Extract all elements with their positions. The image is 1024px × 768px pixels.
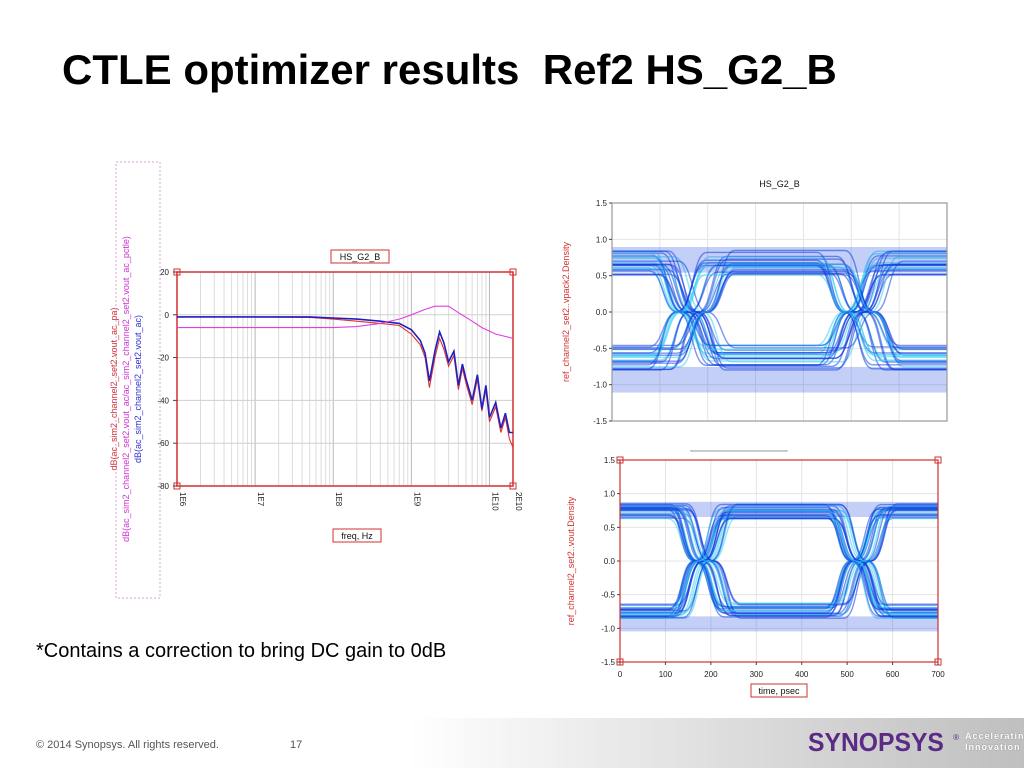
frame-corner-handle (509, 482, 517, 490)
title-box (690, 450, 788, 452)
x-tick-label: 200 (704, 670, 718, 679)
level-band (612, 247, 947, 273)
y-tick-label: -40 (157, 396, 169, 405)
y-label-frame (115, 161, 161, 599)
slide-title: CTLE optimizer results Ref2 HS_G2_B (62, 46, 837, 93)
y-tick-label: 0.5 (596, 272, 608, 281)
series-line (177, 305, 514, 339)
x-tick-label: 400 (795, 670, 809, 679)
x-tick-label: 1E9 (412, 492, 421, 507)
copyright-text: © 2014 Synopsys. All rights reserved. (36, 739, 219, 751)
chart-title: HS_G2_B (759, 179, 800, 189)
plot-area (176, 271, 514, 487)
logo-wordmark: SYNOPSYS (808, 726, 944, 757)
x-axis-label: freq, Hz (341, 531, 373, 541)
eye-trace (620, 505, 938, 616)
eye-trace (612, 250, 947, 367)
eye-traces (612, 249, 947, 371)
y-tick-label: 0.0 (596, 308, 608, 317)
eye-trace (612, 273, 947, 349)
tagline-line1: Accelerating (964, 731, 1024, 741)
frequency-response-chart: 20 0 -20 -40 -60 -80 1E6 1E7 1E8 1E9 1E10 2E10 HS_G2… (109, 161, 523, 599)
level-band (612, 366, 947, 393)
x-label-box (750, 683, 808, 698)
y-tick-label: 0.0 (604, 557, 616, 566)
x-tick-label: 1E6 (178, 492, 187, 507)
y-tick-label: -1.0 (601, 624, 615, 633)
y-tick-label: 20 (160, 268, 169, 277)
y-tick-label: 1.5 (604, 456, 616, 465)
y-tick-label: -0.5 (593, 344, 607, 353)
y-tick-label: 0 (165, 311, 170, 320)
x-tick-label: 1E8 (334, 492, 343, 507)
y-axis-label: ref_channel2_set2..vpack2.Density (561, 241, 571, 382)
x-tick-label: 1E7 (256, 492, 265, 507)
eye-trace (612, 256, 947, 356)
eye-trace (620, 503, 938, 606)
eye-diagram-unequalized: 1.5 1.0 0.5 0.0 -0.5 -1.0 -1.5 ref_channel2_set… (561, 179, 948, 426)
y-axis-label: dB(ac_sim2_channel2_set2.vout_ac/ac_sim2… (121, 236, 131, 542)
plot-frame (176, 271, 514, 487)
y-tick-label: 1.0 (604, 490, 616, 499)
level-band (620, 616, 938, 632)
y-tick-label: -1.5 (601, 658, 615, 667)
eye-trace (612, 264, 947, 369)
x-tick-label: 500 (840, 670, 854, 679)
eye-trace (620, 514, 938, 614)
x-axis-label: time, psec (758, 686, 800, 696)
frame-corner-handle (934, 456, 942, 464)
y-tick-label: -60 (157, 439, 169, 448)
eye-trace (612, 263, 947, 359)
eye-trace (620, 514, 938, 610)
y-tick-label: 0.5 (604, 523, 616, 532)
x-tick-label: 300 (750, 670, 764, 679)
eye-trace (620, 503, 938, 619)
footer-bar (0, 718, 1024, 768)
series-line (177, 316, 514, 448)
logo-registered-mark: ® (953, 733, 959, 742)
logo-tagline: Accelerating Innovation (965, 731, 1024, 753)
x-tick-label: 2E10 (514, 492, 523, 511)
y-axis-label: dB(ac_sim2_channel2_set2.vout_ac) (133, 315, 143, 463)
x-tick-label: 1E10 (490, 492, 499, 511)
x-tick-label: 700 (931, 670, 945, 679)
eye-trace (612, 268, 947, 356)
eye-trace (620, 507, 938, 609)
tagline-line2: Innovation (964, 742, 1021, 752)
eye-trace (620, 510, 938, 609)
eye-traces (620, 503, 938, 619)
y-tick-label: -20 (157, 354, 169, 363)
y-tick-label: -80 (157, 482, 169, 491)
eye-trace (620, 512, 938, 616)
eye-trace (612, 253, 947, 351)
eye-trace (612, 271, 947, 371)
synopsys-logo: SYNOPSYS ® Accelerating Innovation (808, 727, 1024, 757)
page-number: 17 (290, 739, 303, 751)
eye-trace (612, 258, 947, 371)
eye-trace (612, 263, 947, 360)
y-axis-label: dB(ac_sim2_channel2_set2.vout_ac_pa) (109, 307, 119, 470)
level-band (620, 501, 938, 517)
y-tick-label: -0.5 (601, 591, 615, 600)
chart-title: HS_G2_B (340, 252, 381, 262)
y-tick-label: -1.0 (593, 381, 607, 390)
eye-trace (620, 505, 938, 604)
y-tick-label: 1.0 (596, 235, 608, 244)
eye-trace (612, 260, 947, 349)
x-label-box (332, 528, 382, 543)
eye-diagram-equalized: 1.5 1.0 0.5 0.0 -0.5 -1.0 -1.5 ref_channel2_set… (566, 450, 945, 698)
eye-trace (612, 256, 947, 363)
frame-corner-handle (509, 268, 517, 276)
x-tick-label: 600 (886, 670, 900, 679)
y-tick-label: 1.5 (596, 199, 608, 208)
title-box (330, 249, 390, 264)
x-tick-label: 0 (618, 670, 623, 679)
eye-trace (620, 508, 938, 610)
x-tick-label: 100 (659, 670, 673, 679)
y-tick-label: -1.5 (593, 417, 607, 426)
series-line (177, 316, 513, 434)
y-axis-label: ref_channel2_set2..vout.Density (566, 496, 576, 625)
dc-gain-note: *Contains a correction to bring DC gain … (36, 640, 447, 662)
